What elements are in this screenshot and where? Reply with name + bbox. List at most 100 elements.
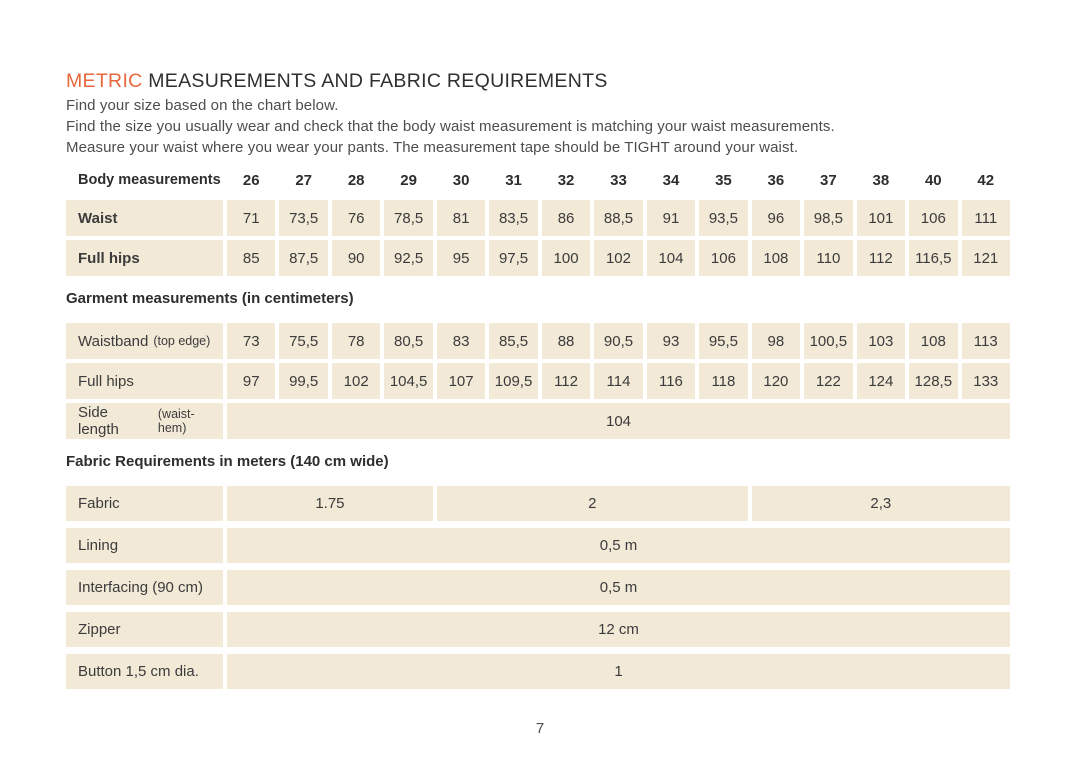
size-column-header: 29: [400, 171, 417, 189]
row-label: Lining: [66, 528, 223, 563]
value-cell: 98,5: [804, 200, 853, 236]
value-cell: 88: [541, 323, 591, 359]
value-cell: 124: [856, 363, 906, 399]
value-cell: 101: [856, 200, 906, 236]
value-cell: 12 cm: [227, 612, 1010, 647]
garment-measurement-row: Waistband (top edge) 73 75,5 78 80,5 83 85,5 88 9…: [66, 323, 1010, 359]
value-cell: 0,5 m: [227, 570, 1010, 605]
value-cell: 104: [646, 240, 696, 276]
value-cell: 112: [541, 363, 591, 399]
row-label: Waist: [66, 200, 223, 236]
value-cell: 78,5: [384, 200, 433, 236]
value-cell: 88,5: [594, 200, 643, 236]
value-cell: 71: [227, 200, 276, 236]
value-cell: 100: [541, 240, 591, 276]
intro-text: Find your size based on the chart below.…: [66, 98, 1010, 156]
size-column-header: 27: [295, 171, 313, 189]
size-column-header: 40: [924, 171, 942, 189]
fabric-section-heading: Fabric Requirements in meters (140 cm wi…: [66, 453, 389, 470]
size-column-header: 31: [505, 171, 522, 189]
size-header-row: Body measurements 26 27 28 29 30 31 32 33 34 35 36 3…: [66, 169, 1010, 191]
value-cell: 104: [227, 403, 1010, 439]
row-label: Waistband (top edge): [66, 323, 223, 359]
fabric-requirement-row: Button 1,5 cm dia. 1: [66, 654, 1010, 689]
value-cell: 102: [331, 363, 381, 399]
size-column-header: 36: [767, 171, 785, 189]
page-title: METRIC MEASUREMENTS AND FABRIC REQUIREME…: [66, 70, 1010, 93]
row-label-note: (top edge): [153, 334, 211, 348]
value-cell: 107: [436, 363, 486, 399]
value-cell: 75,5: [279, 323, 328, 359]
value-cell: 73,5: [279, 200, 328, 236]
value-cell: 83: [436, 323, 486, 359]
row-label-text: Waistband: [78, 332, 149, 350]
row-label: Button 1,5 cm dia.: [66, 654, 223, 689]
value-cell: 104,5: [384, 363, 433, 399]
fabric-requirement-row: Interfacing (90 cm) 0,5 m: [66, 570, 1010, 605]
fabric-row: Fabric 1.75 2 2,3: [66, 486, 1010, 521]
value-cell: 120: [751, 363, 801, 399]
value-cell: 116: [646, 363, 696, 399]
value-cell: 100,5: [804, 323, 853, 359]
row-label-text: Waist: [78, 209, 118, 227]
fabric-requirement-row: Zipper 12 cm: [66, 612, 1010, 647]
size-column-header: 35: [715, 171, 732, 189]
value-cell: 111: [961, 200, 1010, 236]
size-column-header: 33: [610, 171, 627, 189]
page-number: 7: [535, 720, 545, 737]
value-cell: 106: [909, 200, 958, 236]
row-label-note: (waist-hem): [157, 407, 195, 435]
row-label-text: Fabric: [78, 495, 120, 512]
value-cell: 91: [646, 200, 696, 236]
row-label-text: Lining: [78, 537, 119, 554]
size-column-header: 32: [557, 171, 575, 189]
row-label-text: Interfacing (90 cm): [78, 579, 204, 596]
value-cell: 86: [541, 200, 591, 236]
size-column-header: 42: [977, 171, 995, 189]
size-column-header: 38: [872, 171, 890, 189]
value-cell: 97,5: [489, 240, 538, 276]
value-cell: 93: [646, 323, 696, 359]
page-title-rest: MEASUREMENTS AND FABRIC REQUIREMENTS: [148, 70, 608, 92]
value-cell: 112: [856, 240, 906, 276]
value-cell: 96: [751, 200, 801, 236]
value-cell: 113: [961, 323, 1010, 359]
intro-line: Find the size you usually wear and check…: [66, 118, 835, 135]
row-label: Zipper: [66, 612, 223, 647]
fabric-requirements-table: Fabric 1.75 2 2,3 Lining 0,5 m Interfacing (90…: [66, 486, 1010, 689]
value-cell: 121: [961, 240, 1010, 276]
value-cell: 2: [436, 486, 748, 521]
value-cell: 116,5: [909, 240, 958, 276]
value-cell: 99,5: [279, 363, 328, 399]
value-cell: 93,5: [699, 200, 748, 236]
value-cell: 114: [594, 363, 643, 399]
value-cell: 1: [227, 654, 1010, 689]
intro-line: Find your size based on the chart below.: [66, 97, 339, 114]
value-cell: 0,5 m: [227, 528, 1010, 563]
garment-measurements-table: Waistband (top edge) 73 75,5 78 80,5 83 85,5 88 9…: [66, 323, 1010, 439]
value-cell: 133: [961, 363, 1010, 399]
value-cell: 95,5: [699, 323, 748, 359]
row-label: Interfacing (90 cm): [66, 570, 223, 605]
row-label: Side length (waist-hem): [66, 403, 223, 439]
value-cell: 103: [856, 323, 906, 359]
size-column-header: 26: [242, 171, 260, 189]
value-cell: 78: [331, 323, 381, 359]
row-label-text: Full hips: [78, 249, 140, 267]
value-cell: 85,5: [489, 323, 538, 359]
value-cell: 90: [331, 240, 381, 276]
value-cell: 92,5: [384, 240, 433, 276]
body-measurements-header-text: Body measurements: [78, 172, 221, 188]
row-label-text: Button 1,5 cm dia.: [78, 663, 199, 680]
value-cell: 118: [699, 363, 748, 399]
value-cell: 76: [331, 200, 381, 236]
value-cell: 128,5: [909, 363, 958, 399]
value-cell: 90,5: [594, 323, 643, 359]
garment-measurement-row: Full hips 97 99,5 102 104,5 107 109,5 112 114 116…: [66, 363, 1010, 399]
size-column-header: 37: [820, 171, 837, 189]
page-content: METRIC MEASUREMENTS AND FABRIC REQUIREME…: [66, 70, 1010, 696]
body-measurements-table: Body measurements 26 27 28 29 30 31 32 33 34 35 36 3…: [66, 169, 1010, 276]
size-column-header: 28: [347, 171, 365, 189]
value-cell: 109,5: [489, 363, 538, 399]
